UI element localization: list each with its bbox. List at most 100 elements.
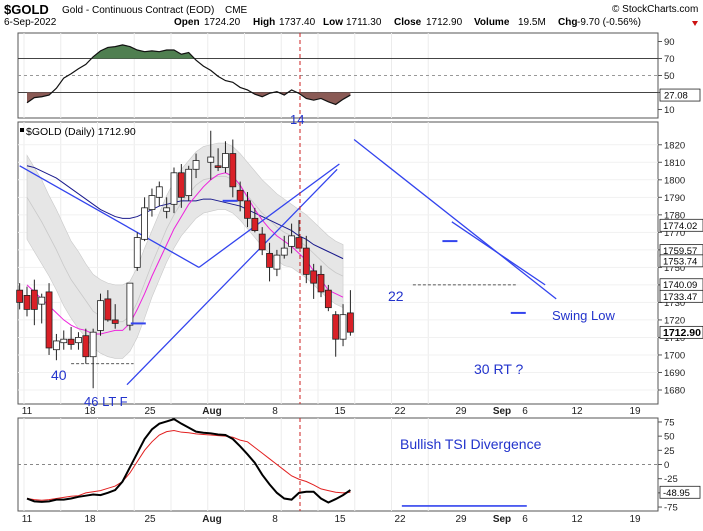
open-value: 1724.20 <box>204 17 241 28</box>
candle-down <box>244 200 251 219</box>
close-label: Close <box>394 17 422 28</box>
header-credit: © StockCharts.com <box>612 4 698 15</box>
x-axis-label: 22 <box>394 406 406 417</box>
x-axis-label: 12 <box>571 406 583 417</box>
tsi-tick-label: 25 <box>664 446 675 457</box>
price-tag-label: 1753.74 <box>663 256 697 267</box>
candle-up <box>273 254 281 270</box>
x-axis-label: 19 <box>629 514 641 525</box>
x-axis: 11 18 25 Aug 8 15 22 29 Sep 6 12 19 11 18 25 Aug 8 15 22 29… <box>22 33 641 525</box>
rsi-panel: 103050709027.08 <box>17 32 701 119</box>
candle-down <box>16 289 24 303</box>
tsi-last-value-box <box>659 485 701 499</box>
price-tag-box <box>659 218 703 232</box>
high-value: 1737.40 <box>279 17 316 28</box>
trend-line <box>451 221 546 286</box>
annotation-label: 22 <box>388 288 404 304</box>
candle-up <box>60 338 68 344</box>
candle-down <box>295 237 303 249</box>
tsi-tick-label: 75 <box>664 417 675 428</box>
x-axis-label: 18 <box>84 406 96 417</box>
price-panel: 1680169017001710172017301740175017601770… <box>16 112 703 409</box>
x-axis-label: 6 <box>522 514 528 525</box>
candle-up <box>288 235 296 247</box>
tsi-tick-label: 50 <box>664 432 675 443</box>
header-ticker: $GOLD <box>4 2 49 17</box>
x-axis-label: 15 <box>334 514 346 525</box>
rsi-last-value-box <box>659 88 701 102</box>
price-tag-label: 1740.09 <box>663 280 697 291</box>
low-label: Low <box>323 17 343 28</box>
price-tick-label: 1800 <box>664 175 685 186</box>
candle-down <box>30 289 38 310</box>
candle-up <box>185 168 193 196</box>
tsi-signal-line <box>26 429 351 501</box>
header-date: 6-Sep-2022 <box>4 17 57 28</box>
price-tag-label: 1759.57 <box>663 246 697 257</box>
candle-down <box>310 270 318 284</box>
candle-up <box>126 282 134 326</box>
x-axis-label: Aug <box>202 406 221 417</box>
annotation-label: 14 <box>290 112 304 127</box>
candle-down <box>45 291 53 349</box>
candle-down <box>302 247 310 275</box>
candle-down <box>214 165 222 168</box>
price-tag-label: 1712.90 <box>663 327 701 339</box>
candle-up <box>148 195 156 210</box>
chg-label: Chg <box>558 17 577 28</box>
price-tick-label: 1820 <box>664 140 685 151</box>
chg-value: -9.70 (-0.56%) <box>577 17 641 28</box>
x-axis-label: Aug <box>202 514 221 525</box>
candle-down <box>111 319 119 324</box>
candle-up <box>141 207 149 240</box>
candle-up <box>53 340 60 351</box>
annotation-label: 40 <box>51 367 67 383</box>
rsi-last-value: 27.08 <box>664 91 688 102</box>
price-tick-label: 1690 <box>664 368 685 379</box>
x-axis-label: 11 <box>22 406 33 417</box>
candle-up <box>192 160 200 170</box>
price-tick-label: 1770 <box>664 228 685 239</box>
x-axis-label: 29 <box>455 406 467 417</box>
candle-down <box>324 289 332 309</box>
candle-up <box>133 237 141 268</box>
x-axis-label: 19 <box>629 406 641 417</box>
price-legend: $GOLD (Daily) 1712.90 <box>26 126 136 138</box>
x-axis-label: 25 <box>144 514 156 525</box>
price-tag-box <box>659 325 703 339</box>
x-axis-label: 12 <box>571 514 583 525</box>
rsi-line <box>26 44 351 106</box>
price-tag-box <box>659 289 703 303</box>
trend-line <box>126 168 338 386</box>
price-tick-label: 1700 <box>664 350 685 361</box>
candle-up <box>339 314 347 340</box>
x-axis-label: 22 <box>394 514 406 525</box>
rsi-tick-label: 90 <box>664 37 675 48</box>
rsi-tick-label: 10 <box>664 105 675 116</box>
candle-up <box>163 207 171 212</box>
trend-line <box>198 163 340 268</box>
tsi-annotation: Bullish TSI Divergence <box>400 436 542 452</box>
candle-down <box>236 189 244 202</box>
candle-up <box>207 156 215 163</box>
candle-down <box>258 233 266 251</box>
rsi-oversold-fill <box>27 92 351 105</box>
header-description: Gold - Continuous Contract (EOD) <box>62 5 214 16</box>
sma-slow-line <box>26 165 344 260</box>
candle-up <box>280 247 288 256</box>
candle-up <box>38 296 46 305</box>
trend-line <box>353 139 557 300</box>
candle-down <box>229 153 237 188</box>
tsi-last-value: -48.95 <box>663 488 690 499</box>
price-tick-label: 1720 <box>664 315 685 326</box>
price-tick-label: 1810 <box>664 158 685 169</box>
price-tick-label: 1680 <box>664 385 685 396</box>
trend-line <box>19 165 200 268</box>
candle-down <box>346 312 354 333</box>
tsi-tick-label: -25 <box>664 474 678 485</box>
annotation-label: Swing Low <box>552 308 615 323</box>
header-exchange: CME <box>225 5 248 16</box>
price-tick-label: 1750 <box>664 263 685 274</box>
candle-down <box>82 335 90 358</box>
